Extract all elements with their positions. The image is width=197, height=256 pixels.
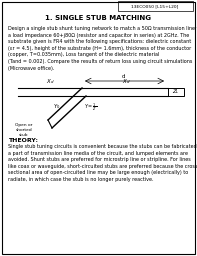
Text: d: d: [122, 74, 126, 79]
Text: Single stub tuning circuits is convenient because the stubs can be fabricated as: Single stub tuning circuits is convenien…: [8, 144, 197, 182]
Text: THEORY:: THEORY:: [8, 138, 38, 143]
FancyBboxPatch shape: [168, 88, 184, 96]
Text: Design a single stub shunt tuning network to match a 50Ω transmission line to
a : Design a single stub shunt tuning networ…: [8, 26, 197, 71]
Text: 1. SINGLE STUB MATCHING: 1. SINGLE STUB MATCHING: [45, 15, 151, 21]
Text: $Y=\frac{1}{Z}$: $Y=\frac{1}{Z}$: [84, 101, 97, 113]
Text: $X_d$: $X_d$: [46, 77, 54, 86]
Text: $Y_0$: $Y_0$: [53, 103, 61, 111]
Text: $Z_L$: $Z_L$: [172, 88, 180, 97]
Text: 13ECO050 [L15+L20]: 13ECO050 [L15+L20]: [131, 4, 179, 8]
Text: Open or
shorted
stub: Open or shorted stub: [15, 123, 33, 137]
Text: $X_d$: $X_d$: [122, 77, 130, 86]
